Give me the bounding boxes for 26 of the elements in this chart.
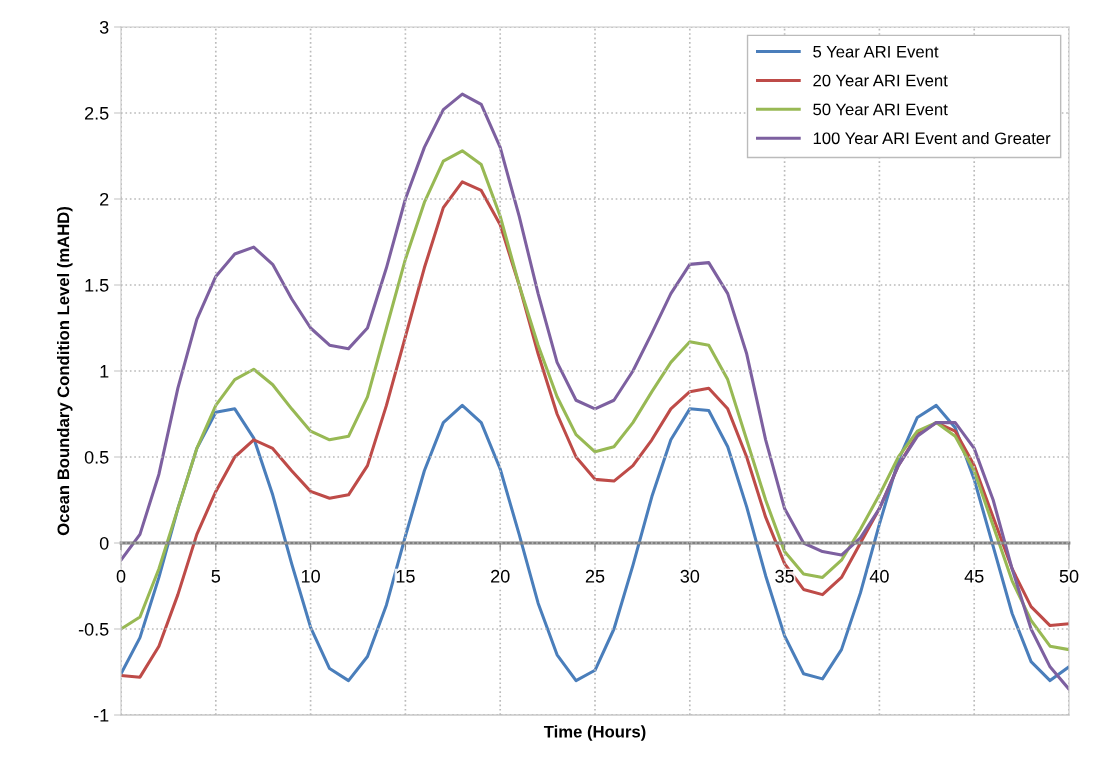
x-tick-label: 50 — [1059, 569, 1079, 583]
y-tick-label: 1 — [100, 365, 109, 378]
x-tick-label: 15 — [396, 570, 415, 583]
x-tick-label: 20 — [491, 569, 510, 583]
x-tick-label: 35 — [775, 569, 794, 583]
legend-label: 5 Year ARI Event — [813, 45, 939, 58]
x-axis-title: Time (Hours) — [543, 725, 646, 741]
legend-label: 20 Year ARI Event — [813, 74, 948, 87]
y-tick-label: 3 — [99, 20, 109, 34]
y-tick-label: -1 — [93, 709, 109, 722]
y-tick-label: 0.5 — [84, 450, 109, 464]
x-tick-label: 0 — [116, 569, 126, 583]
y-tick-label: -0.5 — [78, 622, 109, 636]
x-tick-label: 5 — [211, 570, 221, 583]
x-tick-label: 30 — [680, 569, 700, 583]
x-tick-label: 40 — [869, 569, 889, 583]
x-tick-label: 45 — [964, 570, 984, 583]
legend-label: 100 Year ARI Event and Greater — [813, 131, 1051, 145]
y-tick-label: 0 — [99, 536, 109, 550]
y-tick-label: 2.5 — [85, 106, 109, 120]
x-tick-label: 10 — [301, 569, 320, 583]
x-tick-label: 25 — [585, 569, 605, 583]
y-tick-label: 1.5 — [85, 279, 109, 292]
y-tick-label: 2 — [100, 192, 109, 206]
y-axis-title: Ocean Boundary Condition Level (mAHD) — [56, 206, 73, 536]
legend-label: 50 Year ARI Event — [813, 103, 948, 116]
